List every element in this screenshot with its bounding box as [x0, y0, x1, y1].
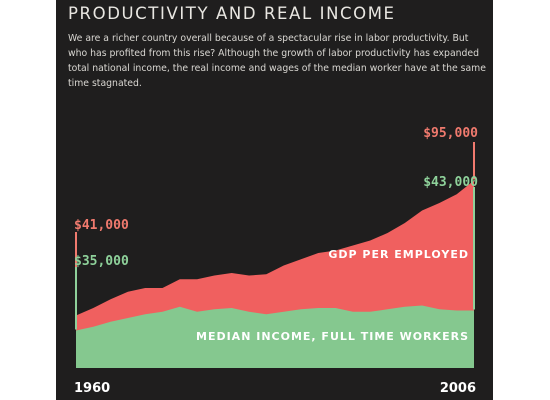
area-chart: $41,000 $95,000 $35,000 $43,000 GDP PER … — [74, 126, 478, 396]
leader-lines — [75, 142, 475, 330]
x-tick-label-start: 1960 — [74, 381, 110, 396]
gdp-series-label: GDP PER EMPLOYED — [328, 248, 469, 261]
chart-title: PRODUCTIVITY AND REAL INCOME — [68, 4, 396, 23]
x-tick-label-end: 2006 — [440, 381, 476, 396]
intro-text: We are a richer country overall because … — [68, 33, 486, 89]
gdp-end-value-label: $95,000 — [423, 126, 478, 141]
gdp-start-value-label: $41,000 — [74, 218, 129, 233]
income-start-value-label: $35,000 — [74, 254, 129, 269]
income-series-label: MEDIAN INCOME, FULL TIME WORKERS — [196, 330, 469, 343]
median-income-area — [76, 305, 474, 368]
infographic-panel: PRODUCTIVITY AND REAL INCOME We are a ri… — [56, 0, 493, 400]
income-end-value-label: $43,000 — [423, 175, 478, 190]
